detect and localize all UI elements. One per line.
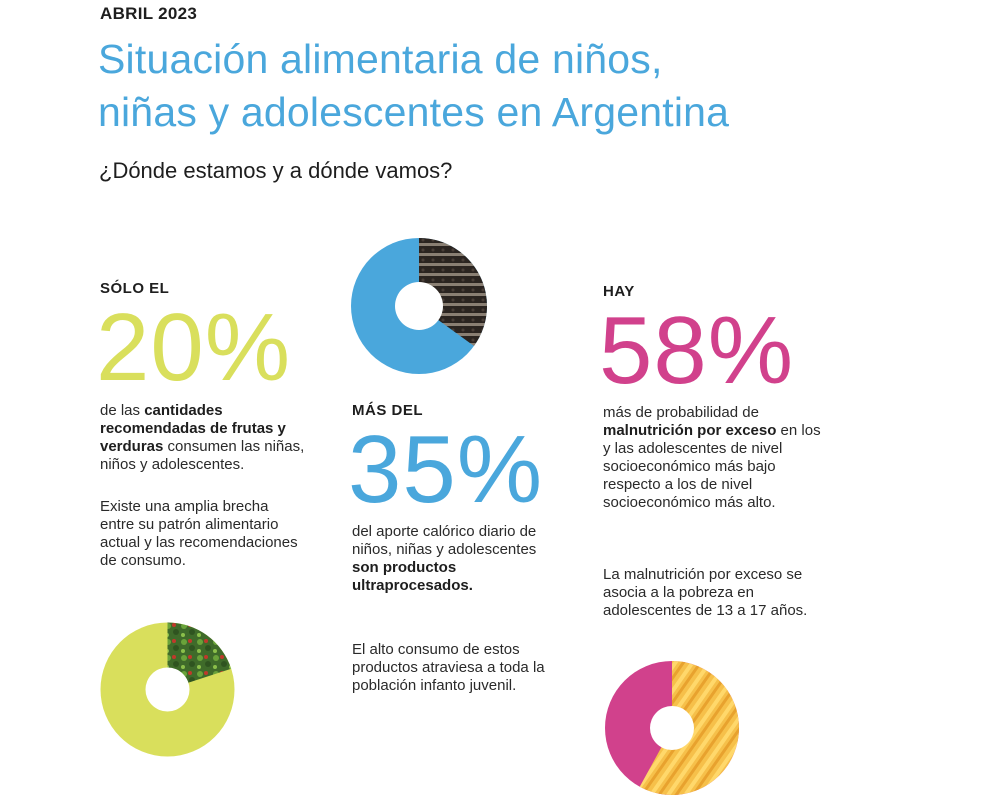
page-title: Situación alimentaria de niños, niñas y … — [98, 33, 958, 139]
malnutrition-desc-post: en los y las adolescentes de nivel socio… — [603, 422, 821, 511]
malnutrition-desc-bold: malnutrición por exceso — [603, 422, 777, 439]
fruits-donut-hole — [145, 667, 190, 712]
fruits-donut-segment — [167, 622, 232, 690]
malnutrition-donut-chart — [605, 661, 739, 795]
ultraprocessed-donut-hole — [395, 282, 443, 330]
malnutrition-note: La malnutrición por exceso se asocia a l… — [603, 566, 808, 619]
report-date: ABRIL 2023 — [100, 4, 198, 23]
ultraprocessed-percentage: 35% — [348, 416, 544, 523]
fruits-donut-chart — [100, 622, 235, 757]
malnutrition-kicker: HAY — [603, 283, 635, 300]
fruits-desc-bold: cantidades recomendadas de frutas y verd… — [100, 402, 286, 455]
ultraprocessed-desc-pre: del aporte calórico diario de niños, niñ… — [352, 523, 537, 558]
malnutrition-donut-hole — [650, 706, 694, 750]
fruits-desc-pre: de las — [100, 402, 145, 419]
ultraprocessed-description: del aporte calórico diario de niños, niñ… — [352, 523, 552, 595]
fruits-note: Existe una amplia brecha entre su patrón… — [100, 498, 298, 569]
malnutrition-description: más de probabilidad de malnutrición por … — [603, 404, 823, 512]
malnutrition-percentage: 58% — [599, 297, 795, 404]
ultraprocessed-desc-bold: son productos ultraprocesados. — [352, 559, 473, 594]
fruits-percentage: 20% — [96, 294, 292, 401]
malnutrition-desc-pre: más de probabilidad de — [603, 404, 759, 421]
page-subtitle: ¿Dónde estamos y a dónde vamos? — [99, 158, 453, 183]
ultraprocessed-kicker: MÁS DEL — [352, 402, 423, 419]
title-line-2: niñas y adolescentes en Argentina — [98, 89, 730, 135]
fruits-kicker: SÓLO EL — [100, 280, 170, 297]
ultraprocessed-donut-segment — [419, 238, 487, 346]
fruits-desc-post: consumen las niñas, niños y adolescentes… — [100, 438, 305, 473]
fruits-description: de las cantidades recomendadas de frutas… — [100, 402, 315, 474]
title-line-1: Situación alimentaria de niños, — [98, 36, 663, 82]
ultraprocessed-note: El alto consumo de estos productos atrav… — [352, 641, 545, 694]
ultraprocessed-donut-chart — [351, 238, 487, 374]
